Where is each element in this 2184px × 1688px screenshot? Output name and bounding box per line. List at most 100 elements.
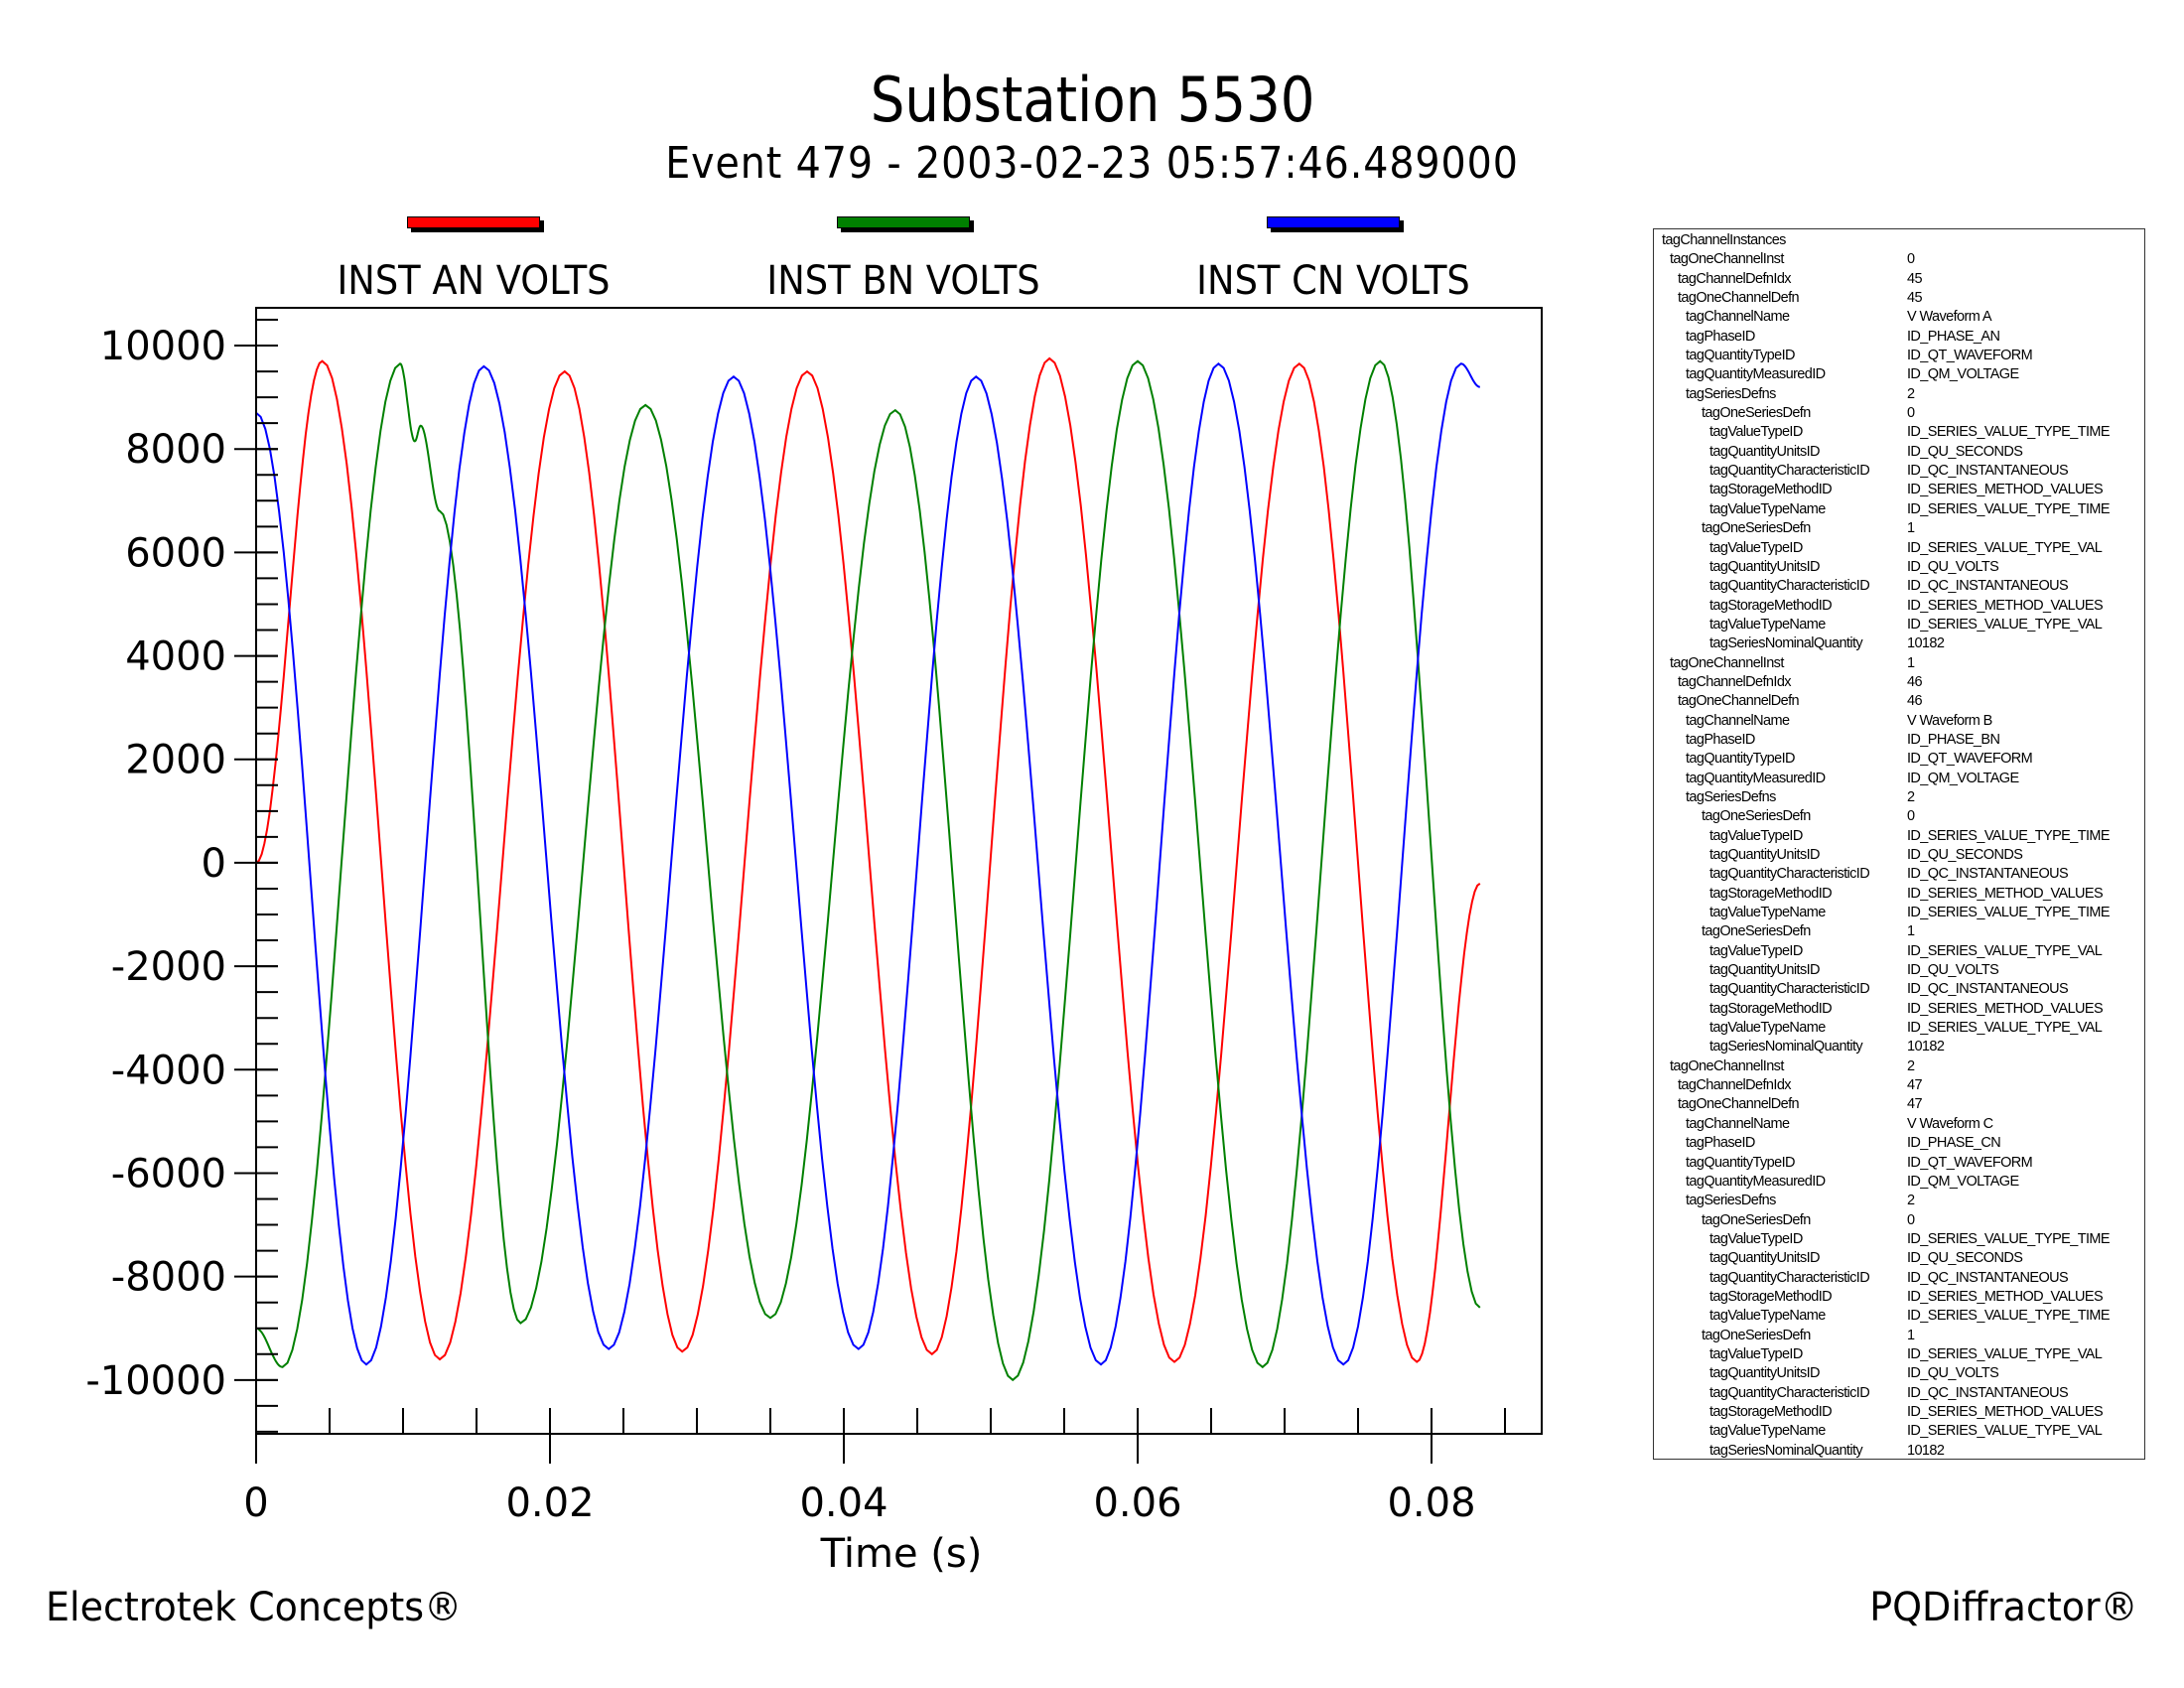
metadata-key: tagQuantityCharacteristicID [1709,981,1870,998]
metadata-value: 0 [1907,1211,1915,1228]
metadata-row: tagQuantityUnitsID ID_QU_SECONDS [1654,443,2144,462]
metadata-row: tagOneChannelDefn 45 [1654,289,2144,308]
metadata-key: tagPhaseID [1686,328,1755,345]
metadata-key: tagChannelInstances [1662,232,1786,248]
metadata-value: 46 [1907,673,1923,690]
metadata-row: tagQuantityCharacteristicID ID_QC_INSTANT… [1654,980,2144,999]
metadata-value: ID_SERIES_METHOD_VALUES [1907,1000,2104,1017]
metadata-value: ID_SERIES_VALUE_TYPE_VAL [1907,539,2103,556]
metadata-row: tagChannelDefnIdx 47 [1654,1076,2144,1095]
legend-item-bn[interactable]: INST BN VOLTS [754,216,1052,304]
y-tick-label: -10000 [85,1358,226,1404]
footer-brand-left: Electrotek Concepts® [46,1585,463,1630]
series-line-cn [255,361,1480,1366]
metadata-row: tagQuantityMeasuredID ID_QM_VOLTAGE [1654,770,2144,788]
x-tick-label: 0.02 [505,1480,594,1526]
metadata-key: tagSeriesDefns [1686,788,1776,805]
metadata-key: tagOneChannelInst [1670,251,1784,268]
metadata-row: tagPhaseID ID_PHASE_BN [1654,731,2144,750]
metadata-value: ID_SERIES_METHOD_VALUES [1907,1288,2104,1305]
metadata-value: ID_QC_INSTANTANEOUS [1907,1269,2069,1286]
metadata-row: tagSeriesDefns 2 [1654,1192,2144,1210]
metadata-row: tagPhaseID ID_PHASE_AN [1654,328,2144,347]
metadata-row: tagSeriesNominalQuantity 10182 [1654,634,2144,653]
metadata-row: tagChannelName V Waveform C [1654,1115,2144,1134]
metadata-row: tagOneSeriesDefn 1 [1654,519,2144,538]
metadata-value: ID_SERIES_VALUE_TYPE_TIME [1907,424,2111,441]
metadata-value: ID_SERIES_METHOD_VALUES [1907,1403,2104,1420]
series-layer [255,356,1481,1382]
metadata-key: tagValueTypeID [1709,827,1803,844]
metadata-key: tagStorageMethodID [1709,597,1833,614]
metadata-row: tagOneChannelInst 1 [1654,654,2144,673]
metadata-key: tagOneChannelDefn [1678,1096,1800,1113]
metadata-key: tagQuantityMeasuredID [1686,770,1826,786]
metadata-value: 0 [1907,251,1915,268]
metadata-value: ID_PHASE_CN [1907,1135,2001,1152]
metadata-key: tagValueTypeName [1709,1308,1826,1325]
metadata-row: tagQuantityUnitsID ID_QU_SECONDS [1654,846,2144,865]
legend-item-an[interactable]: INST AN VOLTS [325,216,622,304]
metadata-key: tagOneChannelDefn [1678,693,1800,710]
metadata-row: tagSeriesDefns 2 [1654,385,2144,404]
x-tick-label: 0.04 [799,1480,887,1526]
metadata-value: ID_SERIES_VALUE_TYPE_VAL [1907,942,2103,959]
metadata-key: tagStorageMethodID [1709,1403,1833,1420]
metadata-key: tagChannelDefnIdx [1678,673,1792,690]
y-tick-label: 2000 [125,738,226,783]
metadata-row: tagValueTypeID ID_SERIES_VALUE_TYPE_VAL [1654,942,2144,961]
y-tick-label: -4000 [111,1048,226,1093]
metadata-key: tagQuantityCharacteristicID [1709,866,1870,883]
metadata-key: tagSeriesNominalQuantity [1709,635,1863,652]
metadata-key: tagQuantityCharacteristicID [1709,463,1870,480]
metadata-row: tagValueTypeName ID_SERIES_VALUE_TYPE_VAL [1654,616,2144,634]
metadata-row: tagQuantityCharacteristicID ID_QC_INSTANT… [1654,1384,2144,1403]
metadata-key: tagValueTypeID [1709,942,1803,959]
metadata-value: ID_PHASE_BN [1907,731,2000,748]
metadata-value: ID_QC_INSTANTANEOUS [1907,981,2069,998]
metadata-row: tagSeriesNominalQuantity 10182 [1654,1442,2144,1461]
metadata-value: ID_QC_INSTANTANEOUS [1907,1384,2069,1401]
metadata-value: ID_SERIES_VALUE_TYPE_TIME [1907,905,2111,921]
metadata-row: tagStorageMethodID ID_SERIES_METHOD_VALUE… [1654,1288,2144,1307]
metadata-row: tagStorageMethodID ID_SERIES_METHOD_VALUE… [1654,1403,2144,1422]
metadata-key: tagOneSeriesDefn [1702,520,1811,537]
metadata-row: tagChannelInstances [1654,231,2144,250]
metadata-value: ID_QT_WAVEFORM [1907,1154,2033,1171]
x-tick-label: 0 [243,1480,268,1526]
metadata-key: tagQuantityCharacteristicID [1709,1269,1870,1286]
metadata-value: 0 [1907,808,1915,825]
metadata-key: tagPhaseID [1686,1135,1755,1152]
metadata-key: tagValueTypeID [1709,424,1803,441]
metadata-key: tagOneSeriesDefn [1702,1211,1811,1228]
metadata-key: tagQuantityUnitsID [1709,962,1821,979]
metadata-key: tagValueTypeName [1709,616,1826,633]
chart-title: Substation 5530 [870,64,1315,136]
metadata-key: tagSeriesNominalQuantity [1709,1442,1863,1459]
metadata-value: ID_QU_VOLTS [1907,962,1999,979]
metadata-row: tagSeriesNominalQuantity 10182 [1654,1038,2144,1056]
metadata-value: ID_QM_VOLTAGE [1907,1173,2019,1190]
metadata-row: tagOneChannelInst 2 [1654,1057,2144,1076]
metadata-row: tagStorageMethodID ID_SERIES_METHOD_VALUE… [1654,1000,2144,1019]
metadata-value: 2 [1907,1193,1915,1209]
metadata-value: ID_SERIES_METHOD_VALUES [1907,885,2104,902]
channel-metadata-panel: tagChannelInstances tagOneChannelInst 0 tag… [1653,228,2145,1460]
metadata-key: tagOneChannelInst [1670,1057,1784,1074]
metadata-value: 47 [1907,1096,1923,1113]
metadata-key: tagOneSeriesDefn [1702,923,1811,940]
metadata-row: tagQuantityTypeID ID_QT_WAVEFORM [1654,347,2144,365]
metadata-key: tagSeriesDefns [1686,385,1776,402]
plot-frame [255,307,1543,1435]
metadata-row: tagOneSeriesDefn 1 [1654,1327,2144,1345]
series-line-an [255,356,1481,1363]
metadata-row: tagValueTypeID ID_SERIES_VALUE_TYPE_TIME [1654,1230,2144,1249]
metadata-value: ID_QU_VOLTS [1907,558,1999,575]
y-tick-label: -6000 [111,1151,226,1196]
metadata-row: tagQuantityUnitsID ID_QU_VOLTS [1654,558,2144,577]
metadata-key: tagQuantityTypeID [1686,1154,1796,1171]
metadata-key: tagOneChannelDefn [1678,290,1800,307]
legend-item-cn[interactable]: INST CN VOLTS [1184,216,1482,304]
metadata-row: tagStorageMethodID ID_SERIES_METHOD_VALUE… [1654,597,2144,616]
